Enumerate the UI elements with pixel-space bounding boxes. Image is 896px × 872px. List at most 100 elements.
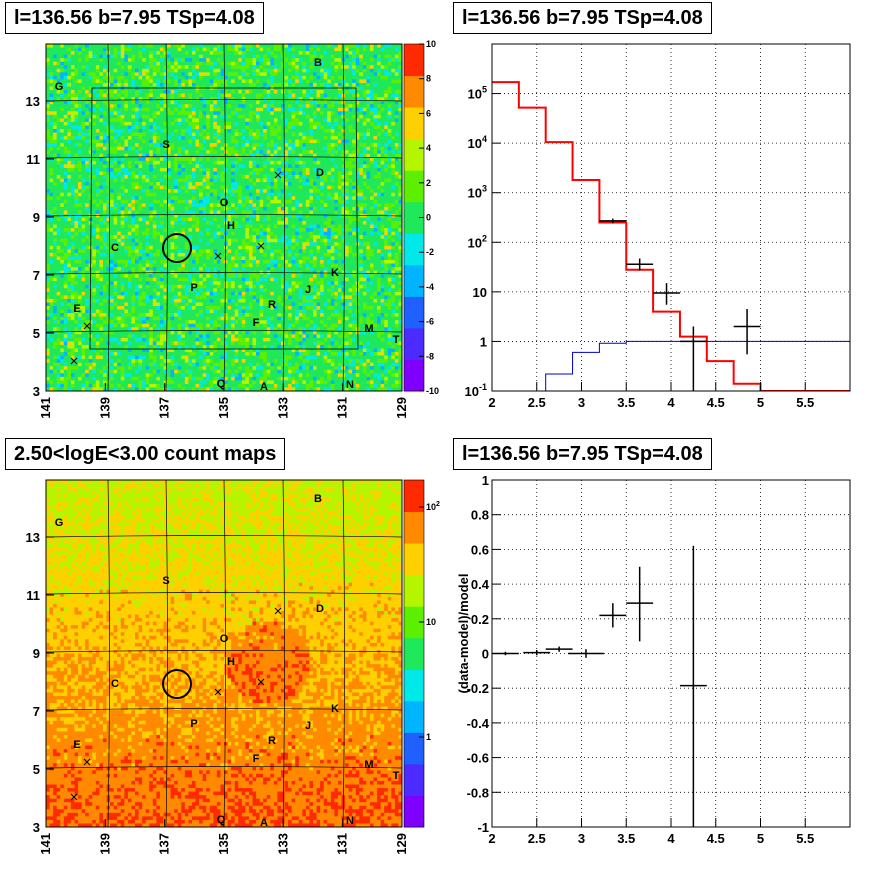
- map-pixel: [266, 100, 271, 105]
- map-pixel: [355, 132, 360, 137]
- map-pixel: [46, 203, 50, 208]
- map-pixel: [295, 136, 300, 140]
- map-pixel: [206, 167, 211, 172]
- map-pixel: [256, 164, 260, 169]
- map-pixel: [398, 196, 403, 201]
- map-pixel: [81, 75, 86, 80]
- map-pixel: [156, 213, 161, 218]
- map-pixel: [177, 65, 182, 70]
- map-pixel: [355, 160, 360, 165]
- map-pixel: [135, 97, 139, 102]
- map-pixel: [184, 72, 189, 77]
- map-pixel: [184, 196, 189, 201]
- map-pixel: [81, 203, 86, 208]
- map-pixel: [99, 54, 104, 59]
- map-pixel: [362, 90, 367, 94]
- map-pixel: [309, 97, 314, 102]
- map-pixel: [177, 90, 182, 94]
- map-pixel: [167, 196, 171, 201]
- map-pixel: [231, 150, 236, 155]
- map-pixel: [85, 210, 90, 215]
- map-pixel: [398, 206, 403, 211]
- map-pixel: [110, 150, 115, 155]
- map-pixel: [152, 104, 157, 109]
- map-pixel: [110, 136, 115, 140]
- map-pixel: [191, 143, 196, 148]
- map-pixel: [88, 199, 93, 204]
- map-pixel: [127, 114, 132, 119]
- map-pixel: [206, 178, 211, 183]
- map-pixel: [135, 153, 139, 158]
- map-pixel: [391, 68, 396, 73]
- map-pixel: [241, 118, 246, 123]
- map-pixel: [316, 182, 321, 187]
- map-pixel: [46, 58, 50, 63]
- map-pixel: [102, 44, 107, 48]
- map-pixel: [352, 143, 357, 148]
- map-pixel: [213, 128, 218, 133]
- map-pixel: [313, 107, 317, 112]
- map-pixel: [145, 79, 150, 84]
- map-pixel: [46, 150, 50, 155]
- map-pixel: [124, 196, 129, 201]
- map-pixel: [359, 72, 364, 77]
- map-pixel: [373, 121, 378, 126]
- map-pixel: [85, 128, 90, 133]
- map-pixel: [216, 143, 221, 148]
- map-pixel: [202, 128, 207, 133]
- map-pixel: [95, 132, 100, 137]
- map-pixel: [85, 100, 90, 105]
- map-pixel: [366, 79, 371, 84]
- map-pixel: [156, 203, 161, 208]
- map-pixel: [63, 72, 68, 77]
- map-pixel: [298, 171, 303, 176]
- map-pixel: [135, 157, 139, 162]
- map-pixel: [106, 167, 111, 172]
- map-pixel: [209, 178, 214, 183]
- map-pixel: [135, 125, 139, 130]
- map-pixel: [288, 210, 293, 215]
- map-pixel: [49, 160, 54, 165]
- map-pixel: [369, 111, 374, 116]
- map-pixel: [110, 199, 115, 204]
- map-pixel: [373, 175, 378, 179]
- map-pixel: [380, 44, 385, 48]
- map-pixel: [373, 199, 378, 204]
- map-pixel: [167, 171, 171, 176]
- map-pixel: [124, 97, 129, 102]
- map-pixel: [256, 192, 260, 197]
- map-pixel: [291, 121, 296, 126]
- map-pixel: [81, 100, 86, 105]
- map-pixel: [273, 203, 278, 208]
- map-pixel: [106, 199, 111, 204]
- map-pixel: [327, 111, 332, 116]
- map-pixel: [70, 157, 75, 162]
- map-pixel: [245, 189, 250, 194]
- map-pixel: [53, 86, 58, 91]
- map-pixel: [138, 79, 143, 84]
- map-pixel: [263, 114, 268, 119]
- map-pixel: [191, 206, 196, 211]
- map-pixel: [199, 82, 204, 87]
- map-pixel: [362, 171, 367, 176]
- map-pixel: [305, 150, 310, 155]
- map-pixel: [391, 171, 396, 176]
- map-pixel: [142, 93, 147, 98]
- map-pixel: [220, 160, 225, 165]
- map-pixel: [227, 171, 232, 176]
- map-pixel: [248, 157, 253, 162]
- map-pixel: [227, 128, 232, 133]
- map-pixel: [224, 90, 228, 94]
- map-pixel: [263, 139, 268, 144]
- map-pixel: [78, 192, 82, 197]
- map-pixel: [305, 132, 310, 137]
- map-pixel: [320, 90, 325, 94]
- map-pixel: [387, 128, 392, 133]
- map-pixel: [184, 139, 189, 144]
- map-pixel: [224, 210, 228, 215]
- map-pixel: [355, 90, 360, 94]
- map-pixel: [220, 44, 225, 48]
- map-pixel: [163, 72, 168, 77]
- map-pixel: [145, 175, 150, 179]
- map-pixel: [298, 58, 303, 63]
